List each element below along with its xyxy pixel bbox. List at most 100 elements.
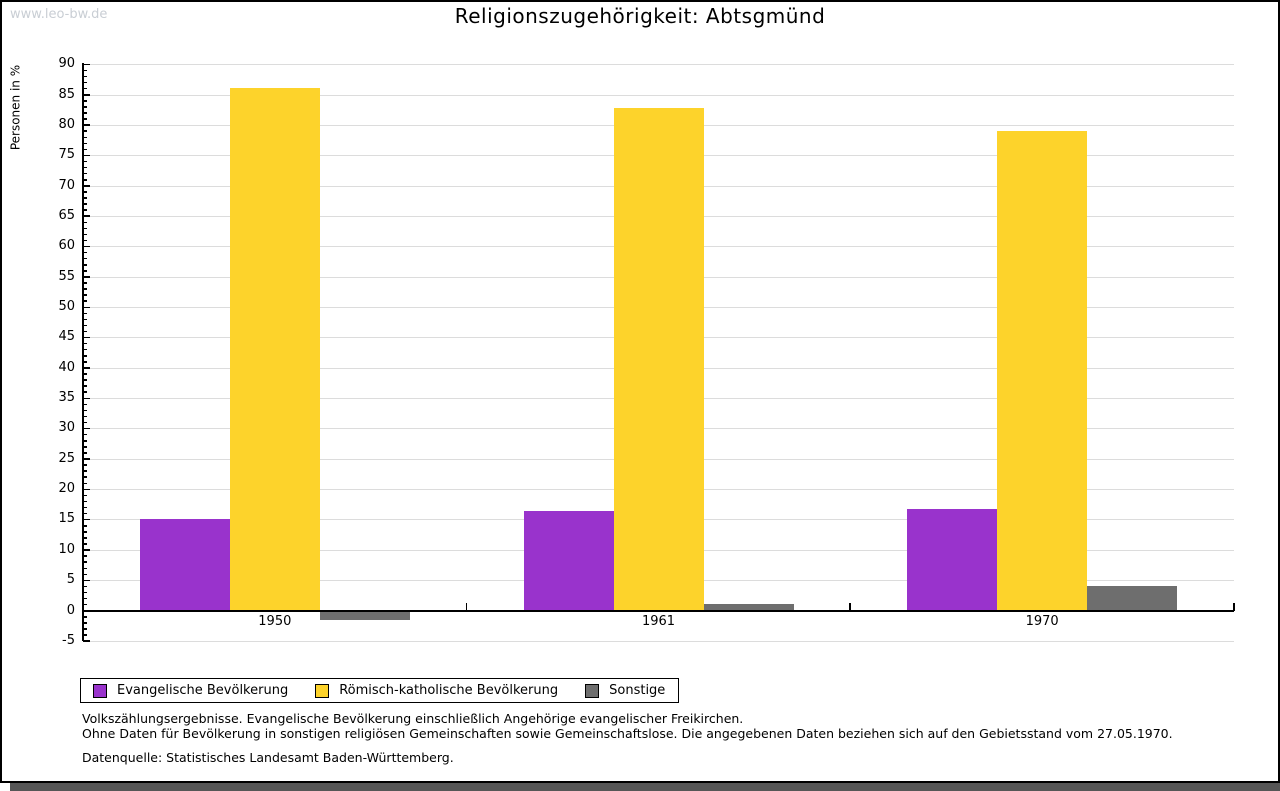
footnote-line-2: Ohne Daten für Bevölkerung in sonstigen … bbox=[82, 726, 1173, 741]
y-minor-tick bbox=[83, 348, 87, 351]
y-minor-tick bbox=[83, 324, 87, 327]
y-axis-line bbox=[82, 63, 84, 641]
y-minor-tick bbox=[83, 100, 87, 102]
legend-item: Sonstige bbox=[585, 683, 665, 698]
bar-r-misch-katholische-bev-lkerung-1961 bbox=[613, 107, 704, 611]
y-minor-tick bbox=[83, 506, 87, 509]
y-major-tick bbox=[83, 63, 90, 66]
y-tick-label: 25 bbox=[58, 450, 75, 466]
y-minor-tick bbox=[83, 403, 87, 406]
y-minor-tick bbox=[83, 81, 87, 84]
chart-title: Religionszugehörigkeit: Abtsgmünd bbox=[454, 4, 826, 28]
y-minor-tick bbox=[83, 415, 87, 418]
bar-evangelische-bev-lkerung-1961 bbox=[523, 510, 614, 611]
y-minor-tick bbox=[83, 452, 87, 454]
y-minor-tick bbox=[83, 239, 87, 242]
y-minor-tick bbox=[83, 330, 87, 333]
y-major-tick bbox=[83, 245, 90, 248]
y-minor-tick bbox=[83, 69, 87, 72]
y-minor-tick bbox=[83, 294, 87, 296]
bar-r-misch-katholische-bev-lkerung-1970 bbox=[997, 130, 1088, 611]
y-minor-tick bbox=[83, 494, 87, 497]
y-minor-tick bbox=[83, 464, 87, 466]
y-major-tick bbox=[83, 154, 90, 157]
y-tick-label: 80 bbox=[58, 116, 75, 132]
y-tick-label: 45 bbox=[58, 329, 75, 345]
y-minor-tick bbox=[83, 342, 87, 345]
y-tick-label: 85 bbox=[58, 86, 75, 102]
y-tick-label: 15 bbox=[58, 511, 75, 527]
legend-item: Römisch-katholische Bevölkerung bbox=[315, 683, 558, 698]
y-minor-tick bbox=[83, 555, 87, 557]
y-minor-tick bbox=[83, 179, 87, 181]
gridline bbox=[83, 94, 1234, 96]
y-minor-tick bbox=[83, 166, 87, 169]
y-minor-tick bbox=[83, 500, 87, 503]
x-tick-label-1961: 1961 bbox=[641, 614, 676, 629]
watermark: www.leo-bw.de bbox=[10, 7, 108, 22]
y-minor-tick bbox=[83, 379, 87, 381]
legend-swatch-icon bbox=[315, 683, 330, 698]
bar-r-misch-katholische-bev-lkerung-1950 bbox=[229, 87, 320, 611]
y-minor-tick bbox=[83, 209, 87, 211]
y-tick-label: 0 bbox=[66, 602, 75, 618]
bar-sonstige-1950 bbox=[319, 611, 410, 620]
y-minor-tick bbox=[83, 112, 87, 114]
y-minor-tick bbox=[83, 470, 87, 472]
footnote-line-1: Volkszählungsergebnisse. Evangelische Be… bbox=[82, 711, 744, 726]
y-minor-tick bbox=[83, 264, 87, 266]
y-tick-label: 55 bbox=[58, 268, 75, 284]
y-minor-tick bbox=[83, 482, 87, 485]
y-tick-label: 60 bbox=[58, 238, 75, 254]
y-minor-tick bbox=[83, 300, 87, 302]
y-tick-label: 65 bbox=[58, 207, 75, 223]
y-minor-tick bbox=[83, 385, 87, 387]
y-tick-label: 30 bbox=[58, 420, 75, 436]
y-minor-tick bbox=[83, 537, 87, 539]
y-major-tick bbox=[83, 215, 90, 217]
y-tick-label: 35 bbox=[58, 390, 75, 406]
y-major-tick bbox=[83, 488, 90, 491]
y-minor-tick bbox=[83, 221, 87, 224]
x-boundary-tick bbox=[1233, 602, 1235, 611]
y-minor-tick bbox=[83, 373, 87, 375]
y-tick-label: 40 bbox=[58, 359, 75, 375]
y-major-tick bbox=[83, 549, 90, 551]
y-minor-tick bbox=[83, 409, 87, 412]
y-major-tick bbox=[83, 185, 90, 187]
y-major-tick bbox=[83, 336, 90, 339]
y-major-tick bbox=[83, 306, 90, 308]
legend-swatch-icon bbox=[585, 683, 600, 698]
bar-sonstige-1961 bbox=[703, 604, 794, 611]
y-minor-tick bbox=[83, 433, 87, 436]
y-minor-tick bbox=[83, 227, 87, 230]
y-minor-tick bbox=[83, 270, 87, 272]
y-minor-tick bbox=[83, 446, 87, 448]
y-major-tick bbox=[83, 458, 90, 460]
gridline bbox=[83, 64, 1234, 66]
y-tick-label: 70 bbox=[58, 177, 75, 193]
legend-item: Evangelische Bevölkerung bbox=[93, 683, 288, 698]
y-minor-tick bbox=[83, 585, 87, 588]
y-minor-tick bbox=[83, 106, 87, 108]
window-shadow bbox=[10, 783, 1280, 791]
y-major-tick bbox=[83, 427, 90, 430]
data-source: Datenquelle: Statistisches Landesamt Bad… bbox=[82, 750, 454, 765]
y-minor-tick bbox=[83, 531, 87, 533]
y-minor-tick bbox=[83, 421, 87, 424]
y-minor-tick bbox=[83, 172, 87, 175]
legend-label: Sonstige bbox=[609, 683, 666, 698]
y-major-tick bbox=[83, 579, 90, 582]
y-minor-tick bbox=[83, 87, 87, 90]
bar-evangelische-bev-lkerung-1970 bbox=[907, 508, 998, 611]
y-minor-tick bbox=[83, 476, 87, 478]
x-boundary-tick bbox=[849, 602, 851, 611]
gridline bbox=[83, 640, 1234, 642]
y-minor-tick bbox=[83, 257, 87, 260]
y-minor-tick bbox=[83, 622, 87, 624]
x-tick-label-1970: 1970 bbox=[1025, 614, 1059, 629]
y-minor-tick bbox=[83, 148, 87, 151]
x-tick-label-1950: 1950 bbox=[258, 614, 292, 629]
y-minor-tick bbox=[83, 616, 87, 618]
